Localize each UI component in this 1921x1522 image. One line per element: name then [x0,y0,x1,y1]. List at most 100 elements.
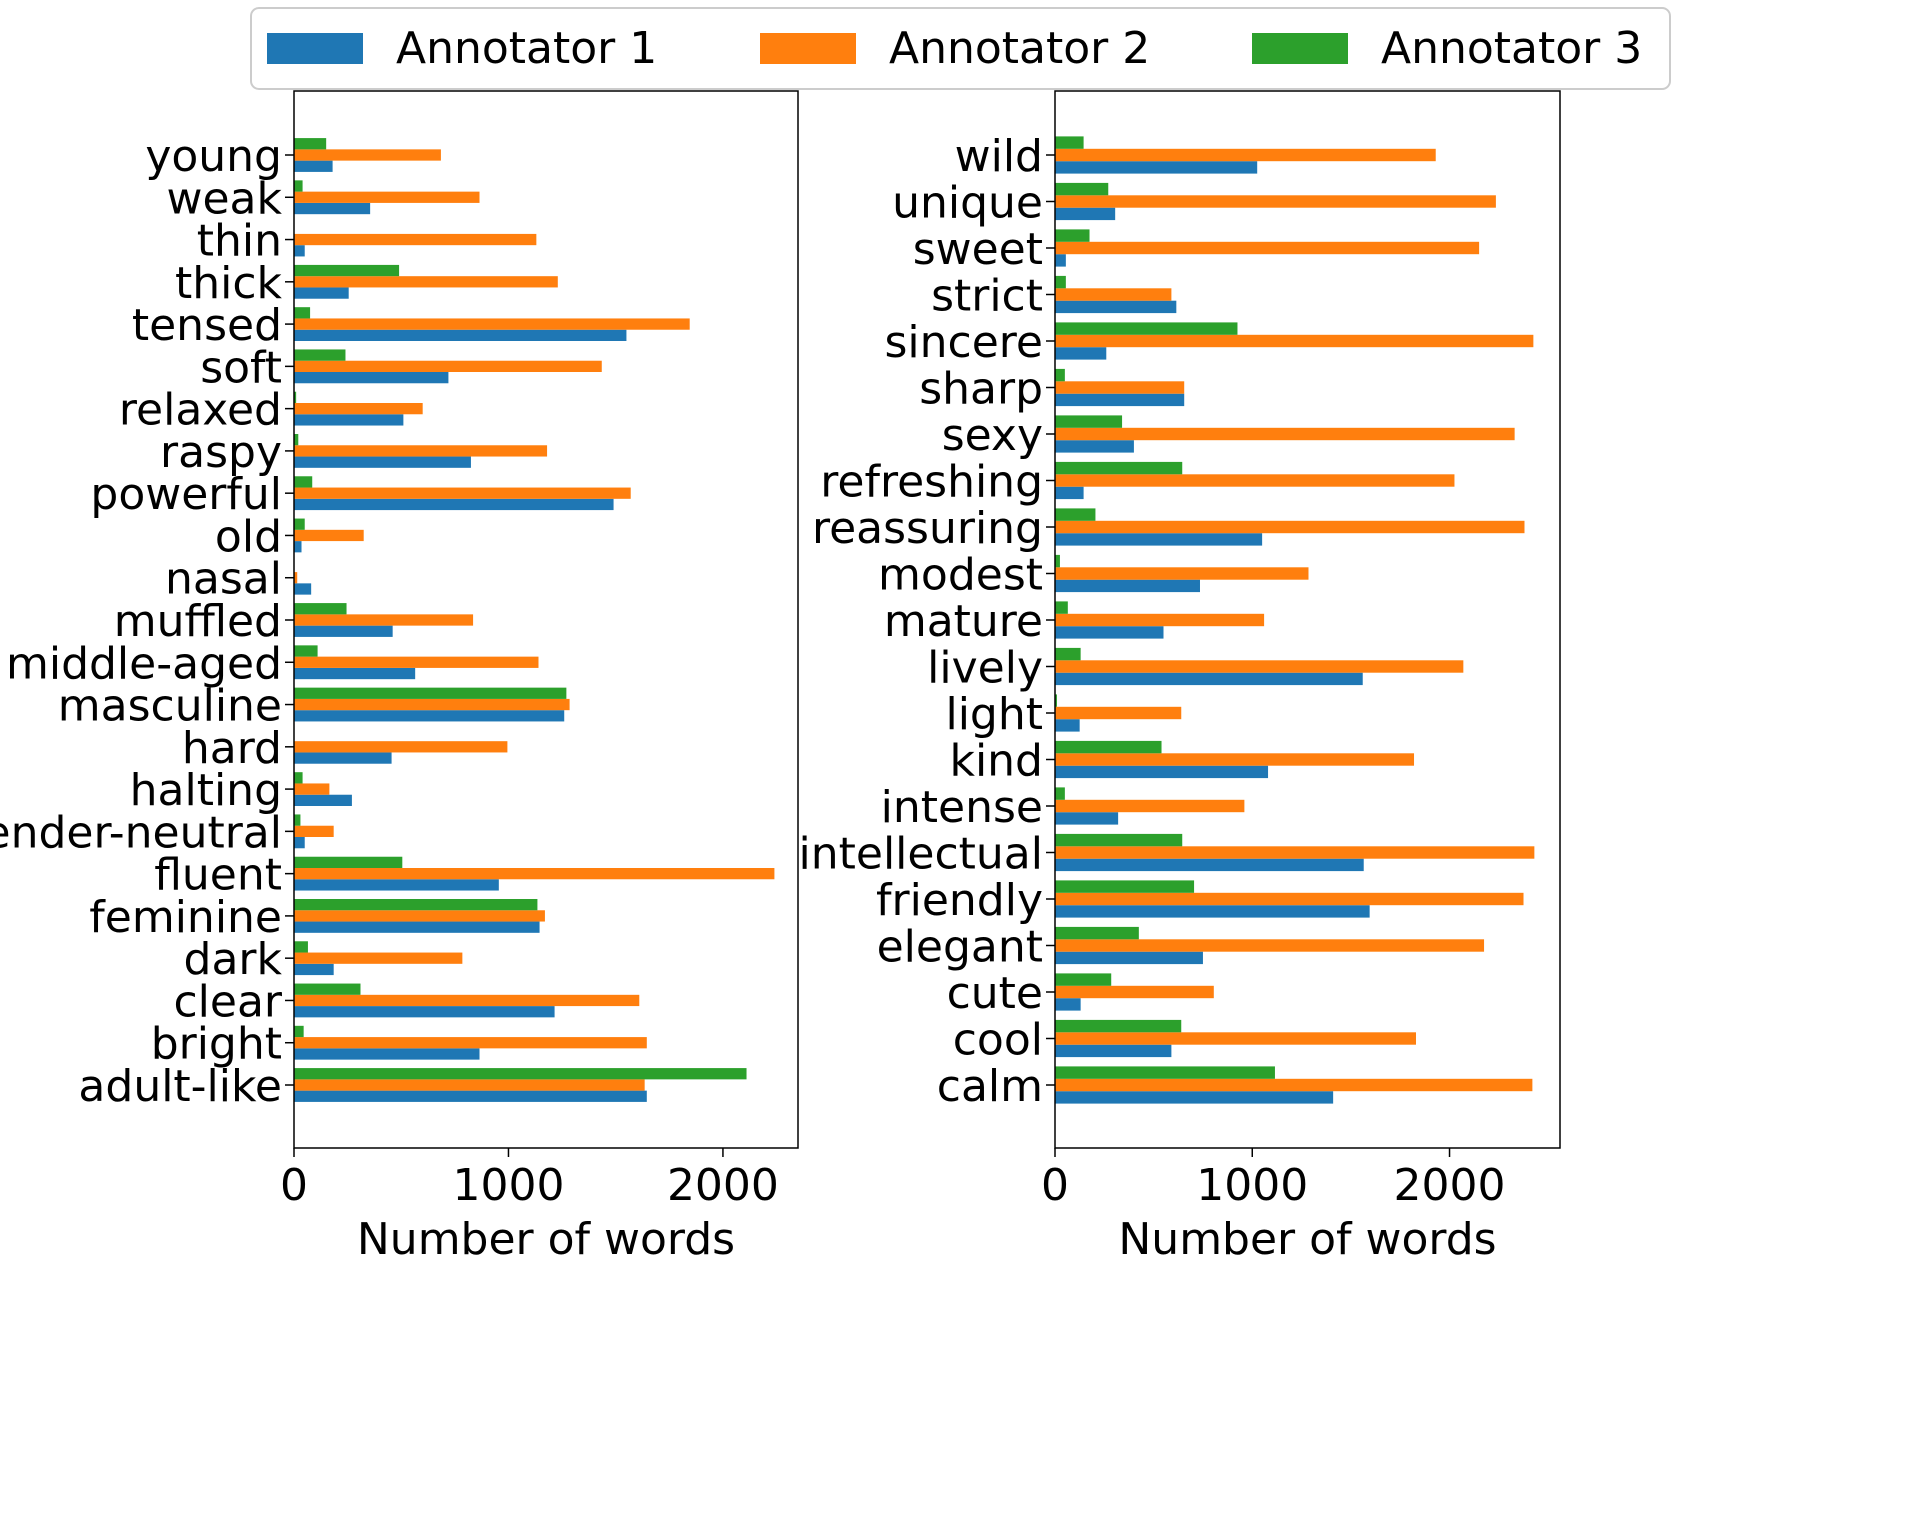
right-bar-intense-annotator-1 [1055,812,1119,825]
left-bar-feminine-annotator-1 [294,921,540,933]
right-category-label-intense: intense [881,782,1043,833]
right-category-label-intellectual: intellectual [799,829,1043,880]
right-chart-x-axis-title: Number of words [1118,1214,1496,1265]
left-category-label-relaxed: relaxed [119,385,282,436]
right-chart-bars [1055,136,1535,1104]
right-bar-sweet-annotator-2 [1055,241,1480,255]
left-bar-soft-annotator-2 [294,360,602,372]
right-bar-sweet-annotator-1 [1055,254,1066,267]
right-bar-modest-annotator-1 [1055,579,1200,593]
right-bar-reassuring-annotator-3 [1055,508,1096,521]
left-bar-middle-aged-annotator-3 [294,645,318,657]
left-bar-raspy-annotator-2 [294,445,548,457]
right-bar-refreshing-annotator-1 [1055,486,1084,500]
left-category-label-soft: soft [200,342,282,393]
right-category-label-friendly: friendly [876,875,1043,926]
left-bar-gender-neutral-annotator-1 [294,837,305,849]
right-category-label-unique: unique [892,178,1043,229]
right-bar-sharp-annotator-1 [1055,393,1185,407]
left-category-label-old: old [215,511,282,562]
left-category-label-raspy: raspy [160,427,282,478]
right-bar-kind-annotator-1 [1055,765,1269,779]
right-x-tick-label-2000: 2000 [1394,1160,1506,1211]
right-chart-category-labels: wilduniquesweetstrictsinceresharpsexyref… [799,131,1055,1112]
left-category-label-feminine: feminine [89,892,282,943]
left-chart-x-axis-title: Number of words [357,1214,735,1265]
left-bar-old-annotator-2 [294,529,364,542]
left-category-label-fluent: fluent [154,850,282,901]
right-bar-calm-annotator-2 [1055,1078,1533,1092]
right-bar-strict-annotator-2 [1055,288,1172,301]
right-bar-kind-annotator-2 [1055,753,1415,766]
legend-frame [250,7,1671,90]
right-bar-cool-annotator-1 [1055,1044,1172,1058]
right-bar-elegant-annotator-1 [1055,951,1203,965]
left-x-tick-label-0: 0 [280,1160,308,1211]
right-bar-reassuring-annotator-2 [1055,520,1525,534]
right-category-label-wild: wild [955,131,1043,182]
left-bar-adult-like-annotator-3 [294,1068,747,1080]
right-category-label-cute: cute [947,968,1043,1019]
legend-swatch-annotator-1 [267,33,363,64]
right-category-label-light: light [945,689,1043,740]
left-chart-bars [294,138,775,1102]
right-category-label-sharp: sharp [919,364,1043,415]
left-bar-adult-like-annotator-1 [294,1090,647,1102]
left-bar-weak-annotator-2 [294,191,480,203]
left-bar-powerful-annotator-2 [294,487,631,499]
left-bar-young-annotator-2 [294,149,441,161]
right-bar-lively-annotator-2 [1055,660,1464,673]
left-category-label-weak: weak [167,173,283,224]
left-bar-fluent-annotator-2 [294,868,775,880]
left-category-label-halting: halting [130,765,282,816]
right-bar-kind-annotator-3 [1055,740,1162,754]
left-category-label-hard: hard [182,723,282,774]
right-bar-sharp-annotator-2 [1055,381,1185,394]
left-chart-category-labels: youngweakthinthicktensedsoftrelaxedraspy… [0,131,294,1112]
legend-label-annotator-2: Annotator 2 [889,23,1150,74]
left-category-label-gender-neutral: gender-neutral [0,807,282,858]
left-bar-bright-annotator-3 [294,1025,304,1038]
right-bar-sexy-annotator-3 [1055,415,1123,428]
left-bar-thin-annotator-1 [294,245,305,257]
left-bar-clear-annotator-3 [294,983,361,995]
right-category-label-kind: kind [949,736,1043,787]
right-bar-lively-annotator-3 [1055,647,1081,661]
left-chart-x-ticks: 0 1000 2000 [280,1148,779,1211]
left-bar-middle-aged-annotator-2 [294,656,539,668]
legend: Annotator 1 Annotator 2 Annotator 3 [250,7,1671,90]
left-category-label-dark: dark [184,934,283,985]
right-category-label-cool: cool [953,1015,1043,1066]
right-bar-light-annotator-2 [1055,706,1182,720]
left-bar-muffled-annotator-3 [294,603,347,615]
left-category-label-middle-aged: middle-aged [6,638,282,689]
left-bar-halting-annotator-2 [294,783,330,795]
right-bar-cute-annotator-2 [1055,985,1214,999]
legend-swatch-annotator-2 [760,33,856,64]
left-bar-adult-like-annotator-2 [294,1079,645,1091]
left-bar-old-annotator-1 [294,541,302,553]
left-category-label-nasal: nasal [165,554,282,605]
right-bar-cute-annotator-3 [1055,973,1112,986]
left-bar-relaxed-annotator-1 [294,414,404,426]
left-bar-halting-annotator-1 [294,794,352,806]
left-bar-soft-annotator-3 [294,349,346,361]
right-bar-intense-annotator-3 [1055,787,1065,800]
right-bar-refreshing-annotator-2 [1055,474,1455,487]
right-bar-wild-annotator-2 [1055,148,1436,162]
left-bar-dark-annotator-2 [294,952,463,964]
right-bar-elegant-annotator-3 [1055,926,1139,940]
left-bar-dark-annotator-3 [294,941,308,953]
left-bar-fluent-annotator-1 [294,879,499,891]
right-bar-strict-annotator-1 [1055,300,1177,314]
left-category-label-masculine: masculine [58,681,282,732]
left-category-label-bright: bright [151,1019,282,1070]
legend-swatch-annotator-3 [1252,33,1348,64]
right-bar-modest-annotator-2 [1055,567,1309,580]
right-bar-intellectual-annotator-3 [1055,833,1183,847]
left-bar-weak-annotator-3 [294,180,303,192]
right-bar-light-annotator-3 [1055,694,1057,707]
right-bar-sexy-annotator-1 [1055,440,1134,453]
right-category-label-calm: calm [937,1061,1043,1112]
